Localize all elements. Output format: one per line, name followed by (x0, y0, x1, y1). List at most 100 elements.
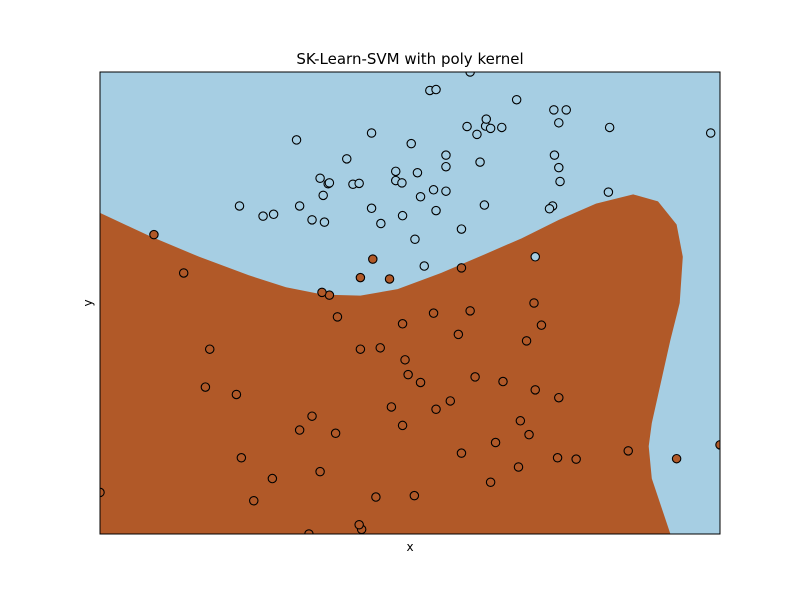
data-point-class1 (515, 416, 526, 426)
data-point-class0 (315, 173, 325, 184)
data-point-class0 (294, 201, 305, 211)
data-point-class1 (453, 329, 464, 340)
data-point-class0 (472, 129, 482, 140)
data-point-class1 (456, 448, 467, 458)
data-point-class1 (397, 319, 408, 329)
data-point-class1 (249, 495, 259, 506)
data-point-class1 (149, 229, 159, 240)
data-point-class0 (324, 178, 335, 188)
data-point-class0 (441, 186, 451, 196)
data-point-class0 (258, 211, 268, 221)
data-point-class1 (521, 336, 532, 346)
data-point-class1 (332, 312, 343, 322)
data-point-class0 (318, 190, 328, 201)
data-point-class1 (445, 396, 456, 406)
data-point-class1 (524, 429, 534, 440)
data-point-class0 (366, 203, 377, 214)
data-point-class0 (441, 161, 451, 172)
data-point-class0 (354, 178, 364, 189)
data-point-class1 (431, 404, 441, 415)
data-point-class0 (441, 150, 451, 160)
data-point-class1 (529, 298, 539, 308)
data-point-class0 (462, 121, 472, 132)
data-point-class0 (475, 157, 485, 167)
data-point-class1 (530, 385, 540, 395)
data-point-class1 (330, 428, 341, 439)
data-point-class1 (294, 425, 305, 435)
data-point-class0 (291, 135, 302, 145)
data-point-class0 (419, 261, 430, 271)
data-point-class0 (366, 128, 377, 138)
data-point-class0 (555, 176, 565, 187)
data-point-class1 (317, 287, 327, 298)
data-point-class0 (604, 122, 615, 133)
data-point-class0 (530, 252, 540, 262)
data-point-class0 (705, 128, 716, 138)
data-point-class0 (431, 84, 441, 95)
data-point-class0 (342, 154, 352, 164)
data-point-class0 (544, 204, 555, 214)
data-point-class1 (368, 254, 378, 264)
data-point-class1 (554, 392, 564, 403)
data-point-class0 (406, 138, 416, 149)
data-point-class1 (375, 343, 385, 353)
data-point-class1 (498, 376, 508, 387)
data-point-class0 (485, 123, 496, 134)
data-point-class1 (178, 268, 189, 278)
data-point-class0 (307, 215, 317, 225)
data-point-class1 (415, 377, 426, 388)
data-point-class1 (397, 420, 408, 431)
data-point-class1 (204, 344, 215, 354)
data-point-class1 (671, 453, 682, 464)
data-point-class1 (623, 446, 633, 456)
data-point-class1 (465, 306, 475, 316)
data-point-class1 (231, 389, 242, 400)
data-point-class1 (355, 272, 366, 283)
data-point-class1 (386, 402, 397, 412)
data-point-class0 (410, 234, 420, 244)
class-1-region (100, 194, 683, 534)
data-point-class1 (267, 473, 278, 484)
data-point-class1 (409, 490, 420, 501)
data-point-class0 (390, 166, 401, 177)
data-point-class1 (428, 308, 439, 318)
x-axis-label: x (406, 540, 413, 554)
data-point-class0 (479, 200, 490, 210)
data-point-class0 (428, 185, 439, 195)
data-point-class1 (456, 263, 467, 273)
data-point-class1 (470, 372, 480, 382)
data-point-class1 (485, 477, 496, 488)
data-point-class1 (371, 492, 381, 502)
data-point-class1 (355, 344, 366, 354)
data-point-class0 (554, 118, 564, 128)
chart-title: SK-Learn-SVM with poly kernel (296, 50, 523, 68)
data-point-class0 (603, 187, 614, 197)
data-point-class1 (571, 454, 581, 464)
y-axis-label: y (81, 299, 95, 306)
data-point-class0 (412, 167, 423, 178)
data-point-class1 (384, 274, 395, 284)
data-point-class1 (513, 462, 524, 472)
data-point-class1 (403, 369, 413, 380)
data-point-class1 (354, 520, 364, 530)
data-point-class1 (200, 382, 211, 392)
axes-frame (99, 71, 721, 535)
data-point-class0 (561, 105, 571, 115)
data-point-class0 (234, 201, 245, 211)
data-point-class0 (319, 217, 330, 227)
data-point-class1 (536, 320, 547, 330)
data-point-class0 (456, 224, 467, 234)
data-point-class0 (549, 150, 560, 160)
data-point-class0 (415, 191, 426, 202)
data-point-class0 (268, 209, 279, 220)
data-point-class0 (481, 114, 492, 124)
data-point-class0 (431, 205, 441, 216)
data-point-class1 (236, 453, 247, 463)
data-point-class0 (397, 210, 408, 221)
data-point-class0 (549, 105, 559, 115)
data-point-class1 (490, 437, 501, 448)
data-point-class0 (554, 162, 564, 173)
data-point-class0 (397, 178, 407, 188)
